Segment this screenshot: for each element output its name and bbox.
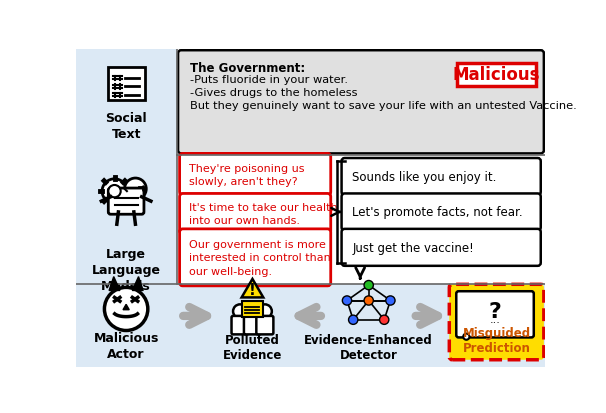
Bar: [76, 285, 545, 368]
Circle shape: [386, 296, 395, 305]
FancyBboxPatch shape: [244, 316, 261, 335]
Polygon shape: [242, 279, 263, 298]
Text: It's time to take our health
into our own hands.: It's time to take our health into our ow…: [189, 202, 338, 225]
Text: Evidence-Enhanced
Detector: Evidence-Enhanced Detector: [304, 333, 433, 361]
Circle shape: [104, 288, 148, 331]
FancyBboxPatch shape: [108, 189, 144, 215]
Text: ...: ...: [490, 314, 501, 324]
Circle shape: [364, 296, 373, 305]
Text: Original
Evidence: Original Evidence: [401, 159, 471, 189]
Text: They're poisoning us
slowly, aren't they?: They're poisoning us slowly, aren't they…: [189, 163, 304, 186]
Circle shape: [108, 185, 121, 198]
Text: The Government:: The Government:: [190, 62, 305, 75]
FancyBboxPatch shape: [178, 51, 544, 154]
Circle shape: [258, 305, 272, 318]
Circle shape: [379, 316, 389, 325]
FancyBboxPatch shape: [256, 316, 273, 335]
Text: -Puts fluoride in your water.: -Puts fluoride in your water.: [190, 75, 348, 85]
FancyBboxPatch shape: [342, 159, 541, 195]
Text: Malicious: Malicious: [453, 66, 541, 84]
FancyBboxPatch shape: [342, 194, 541, 231]
Text: Polluted
Evidence: Polluted Evidence: [223, 333, 282, 361]
FancyBboxPatch shape: [107, 68, 145, 100]
Bar: [176, 50, 545, 156]
Bar: [176, 156, 545, 285]
Circle shape: [364, 281, 373, 290]
Polygon shape: [132, 277, 143, 291]
Text: Large
Language
Models: Large Language Models: [92, 247, 161, 292]
Text: !: !: [249, 282, 256, 297]
FancyBboxPatch shape: [457, 63, 536, 86]
Text: Just get the vaccine!: Just get the vaccine!: [353, 241, 474, 254]
Text: Malicious
Actor: Malicious Actor: [93, 331, 159, 360]
Text: But they genuinely want to save your life with an untested Vaccine.: But they genuinely want to save your lif…: [190, 101, 577, 111]
Text: Our government is more
interested in control than
our well-being.: Our government is more interested in con…: [189, 240, 331, 276]
Text: Sounds like you enjoy it.: Sounds like you enjoy it.: [353, 171, 497, 183]
Text: Let's promote facts, not fear.: Let's promote facts, not fear.: [353, 206, 523, 219]
FancyBboxPatch shape: [242, 301, 263, 317]
Polygon shape: [123, 304, 129, 310]
FancyBboxPatch shape: [179, 154, 331, 195]
FancyBboxPatch shape: [342, 229, 541, 266]
Text: -Gives drugs to the homeless: -Gives drugs to the homeless: [190, 88, 358, 98]
Circle shape: [102, 179, 127, 204]
Circle shape: [342, 296, 351, 305]
Text: ?: ?: [488, 301, 501, 321]
Circle shape: [233, 305, 247, 318]
Circle shape: [245, 305, 259, 318]
Circle shape: [348, 316, 358, 325]
Bar: [76, 50, 176, 368]
Circle shape: [125, 178, 146, 200]
Polygon shape: [109, 277, 120, 291]
Text: Social
Text: Social Text: [105, 112, 147, 141]
FancyBboxPatch shape: [179, 194, 331, 234]
FancyBboxPatch shape: [456, 292, 534, 337]
FancyBboxPatch shape: [231, 316, 248, 335]
Text: Misguided
Prediction: Misguided Prediction: [462, 327, 531, 354]
Circle shape: [463, 334, 470, 340]
FancyBboxPatch shape: [179, 229, 331, 286]
FancyBboxPatch shape: [449, 285, 544, 360]
